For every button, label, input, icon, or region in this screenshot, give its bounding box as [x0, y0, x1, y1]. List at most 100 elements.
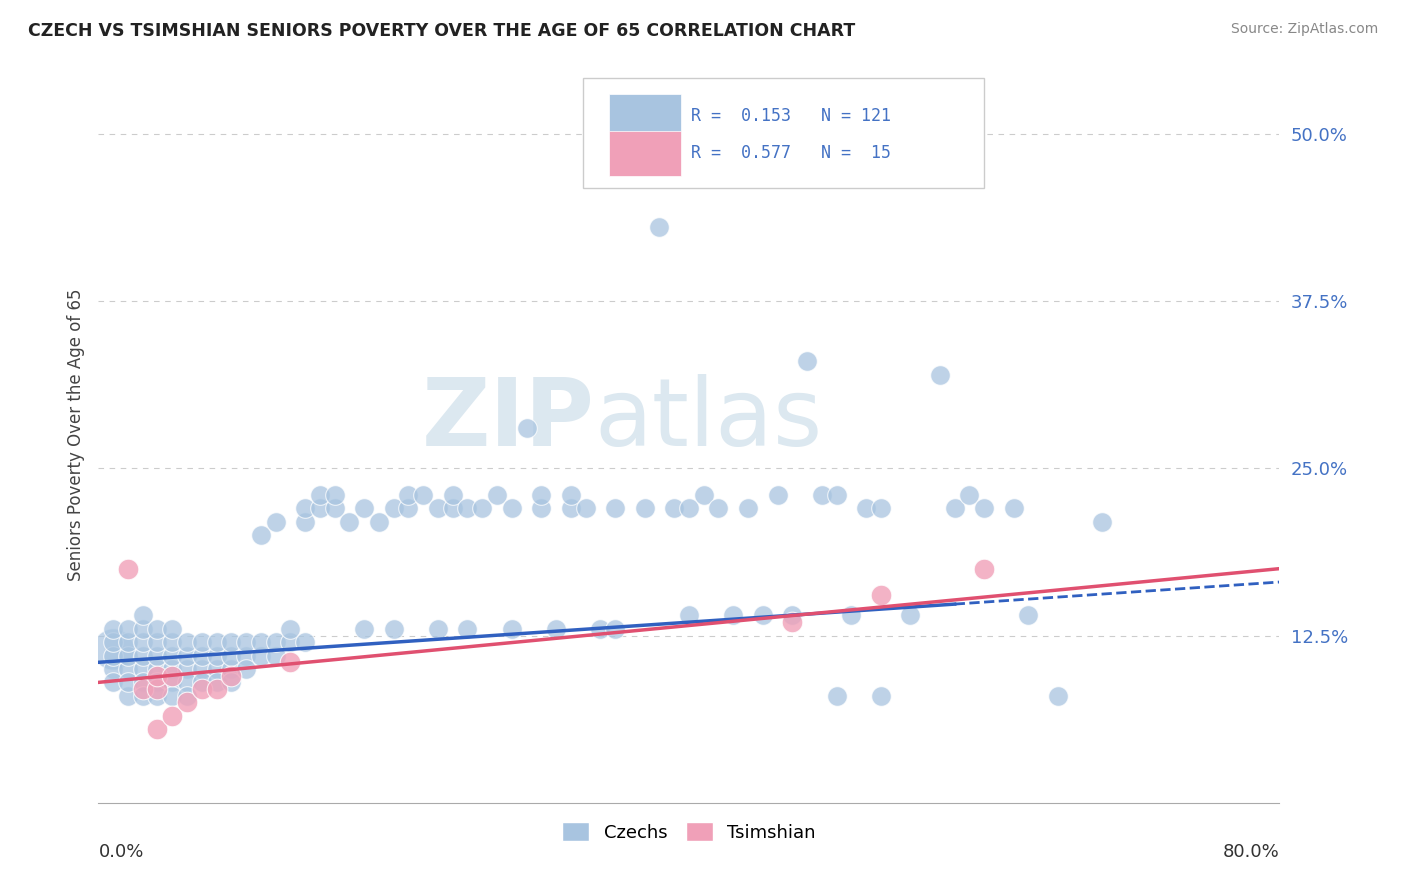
Point [309, 488, 332, 502]
Point [103, 635, 125, 649]
Point [235, 662, 257, 676]
Point [294, 501, 316, 516]
Point [382, 501, 405, 516]
Text: Source: ZipAtlas.com: Source: ZipAtlas.com [1230, 22, 1378, 37]
Point [162, 669, 183, 683]
Point [132, 662, 155, 676]
Point [693, 488, 716, 502]
Point [855, 501, 877, 516]
Point [221, 662, 243, 676]
Point [959, 488, 981, 502]
Point [280, 622, 302, 636]
Point [162, 635, 183, 649]
Point [870, 501, 893, 516]
Point [146, 669, 169, 683]
Text: ZIP: ZIP [422, 374, 595, 467]
Point [264, 515, 287, 529]
Point [176, 689, 198, 703]
Point [353, 501, 375, 516]
Point [323, 501, 346, 516]
Point [870, 689, 893, 703]
Point [162, 648, 183, 663]
Point [117, 689, 139, 703]
Point [605, 501, 627, 516]
Point [146, 622, 169, 636]
Point [162, 689, 183, 703]
Point [205, 675, 228, 690]
Point [870, 589, 893, 603]
Point [205, 662, 228, 676]
Point [664, 501, 686, 516]
Point [280, 655, 302, 669]
Legend: Czechs, Tsimshian: Czechs, Tsimshian [555, 815, 823, 849]
Point [176, 648, 198, 663]
Point [146, 681, 169, 696]
Point [103, 622, 125, 636]
Point [191, 675, 214, 690]
Point [103, 642, 125, 657]
Point [117, 622, 139, 636]
Point [339, 515, 361, 529]
Point [943, 501, 966, 516]
Point [457, 501, 479, 516]
Point [575, 501, 598, 516]
Point [353, 622, 375, 636]
Text: atlas: atlas [595, 374, 823, 467]
Point [103, 662, 125, 676]
Point [707, 501, 730, 516]
Point [132, 648, 155, 663]
Point [205, 648, 228, 663]
Point [176, 696, 198, 710]
Point [117, 562, 139, 576]
Point [221, 669, 243, 683]
Point [191, 681, 214, 696]
Point [235, 648, 257, 663]
Point [264, 648, 287, 663]
FancyBboxPatch shape [582, 78, 984, 188]
Point [900, 608, 922, 623]
Point [132, 675, 155, 690]
Text: CZECH VS TSIMSHIAN SENIORS POVERTY OVER THE AGE OF 65 CORRELATION CHART: CZECH VS TSIMSHIAN SENIORS POVERTY OVER … [28, 22, 855, 40]
Point [132, 689, 155, 703]
Point [605, 622, 627, 636]
Point [250, 528, 273, 542]
Point [103, 675, 125, 690]
FancyBboxPatch shape [609, 95, 681, 139]
Point [678, 501, 700, 516]
Point [825, 689, 848, 703]
Point [678, 608, 700, 623]
Point [162, 675, 183, 690]
Point [132, 622, 155, 636]
Text: R =  0.577   N =  15: R = 0.577 N = 15 [692, 144, 891, 162]
Point [162, 622, 183, 636]
Point [191, 662, 214, 676]
Point [782, 615, 804, 630]
Point [929, 368, 952, 382]
Point [132, 681, 155, 696]
Point [1002, 501, 1025, 516]
Point [176, 635, 198, 649]
Point [412, 488, 434, 502]
Point [146, 675, 169, 690]
Point [648, 220, 671, 235]
Point [309, 501, 332, 516]
Point [398, 488, 420, 502]
FancyBboxPatch shape [609, 131, 681, 176]
Point [294, 515, 316, 529]
Point [191, 635, 214, 649]
Point [825, 488, 848, 502]
Point [146, 689, 169, 703]
Point [634, 501, 657, 516]
Point [737, 501, 759, 516]
Point [146, 635, 169, 649]
Point [117, 675, 139, 690]
Point [117, 662, 139, 676]
Point [516, 421, 538, 435]
Point [221, 648, 243, 663]
Point [176, 662, 198, 676]
Point [486, 488, 509, 502]
Point [1046, 689, 1070, 703]
Y-axis label: Seniors Poverty Over the Age of 65: Seniors Poverty Over the Age of 65 [66, 289, 84, 581]
Point [546, 622, 568, 636]
Point [250, 635, 273, 649]
